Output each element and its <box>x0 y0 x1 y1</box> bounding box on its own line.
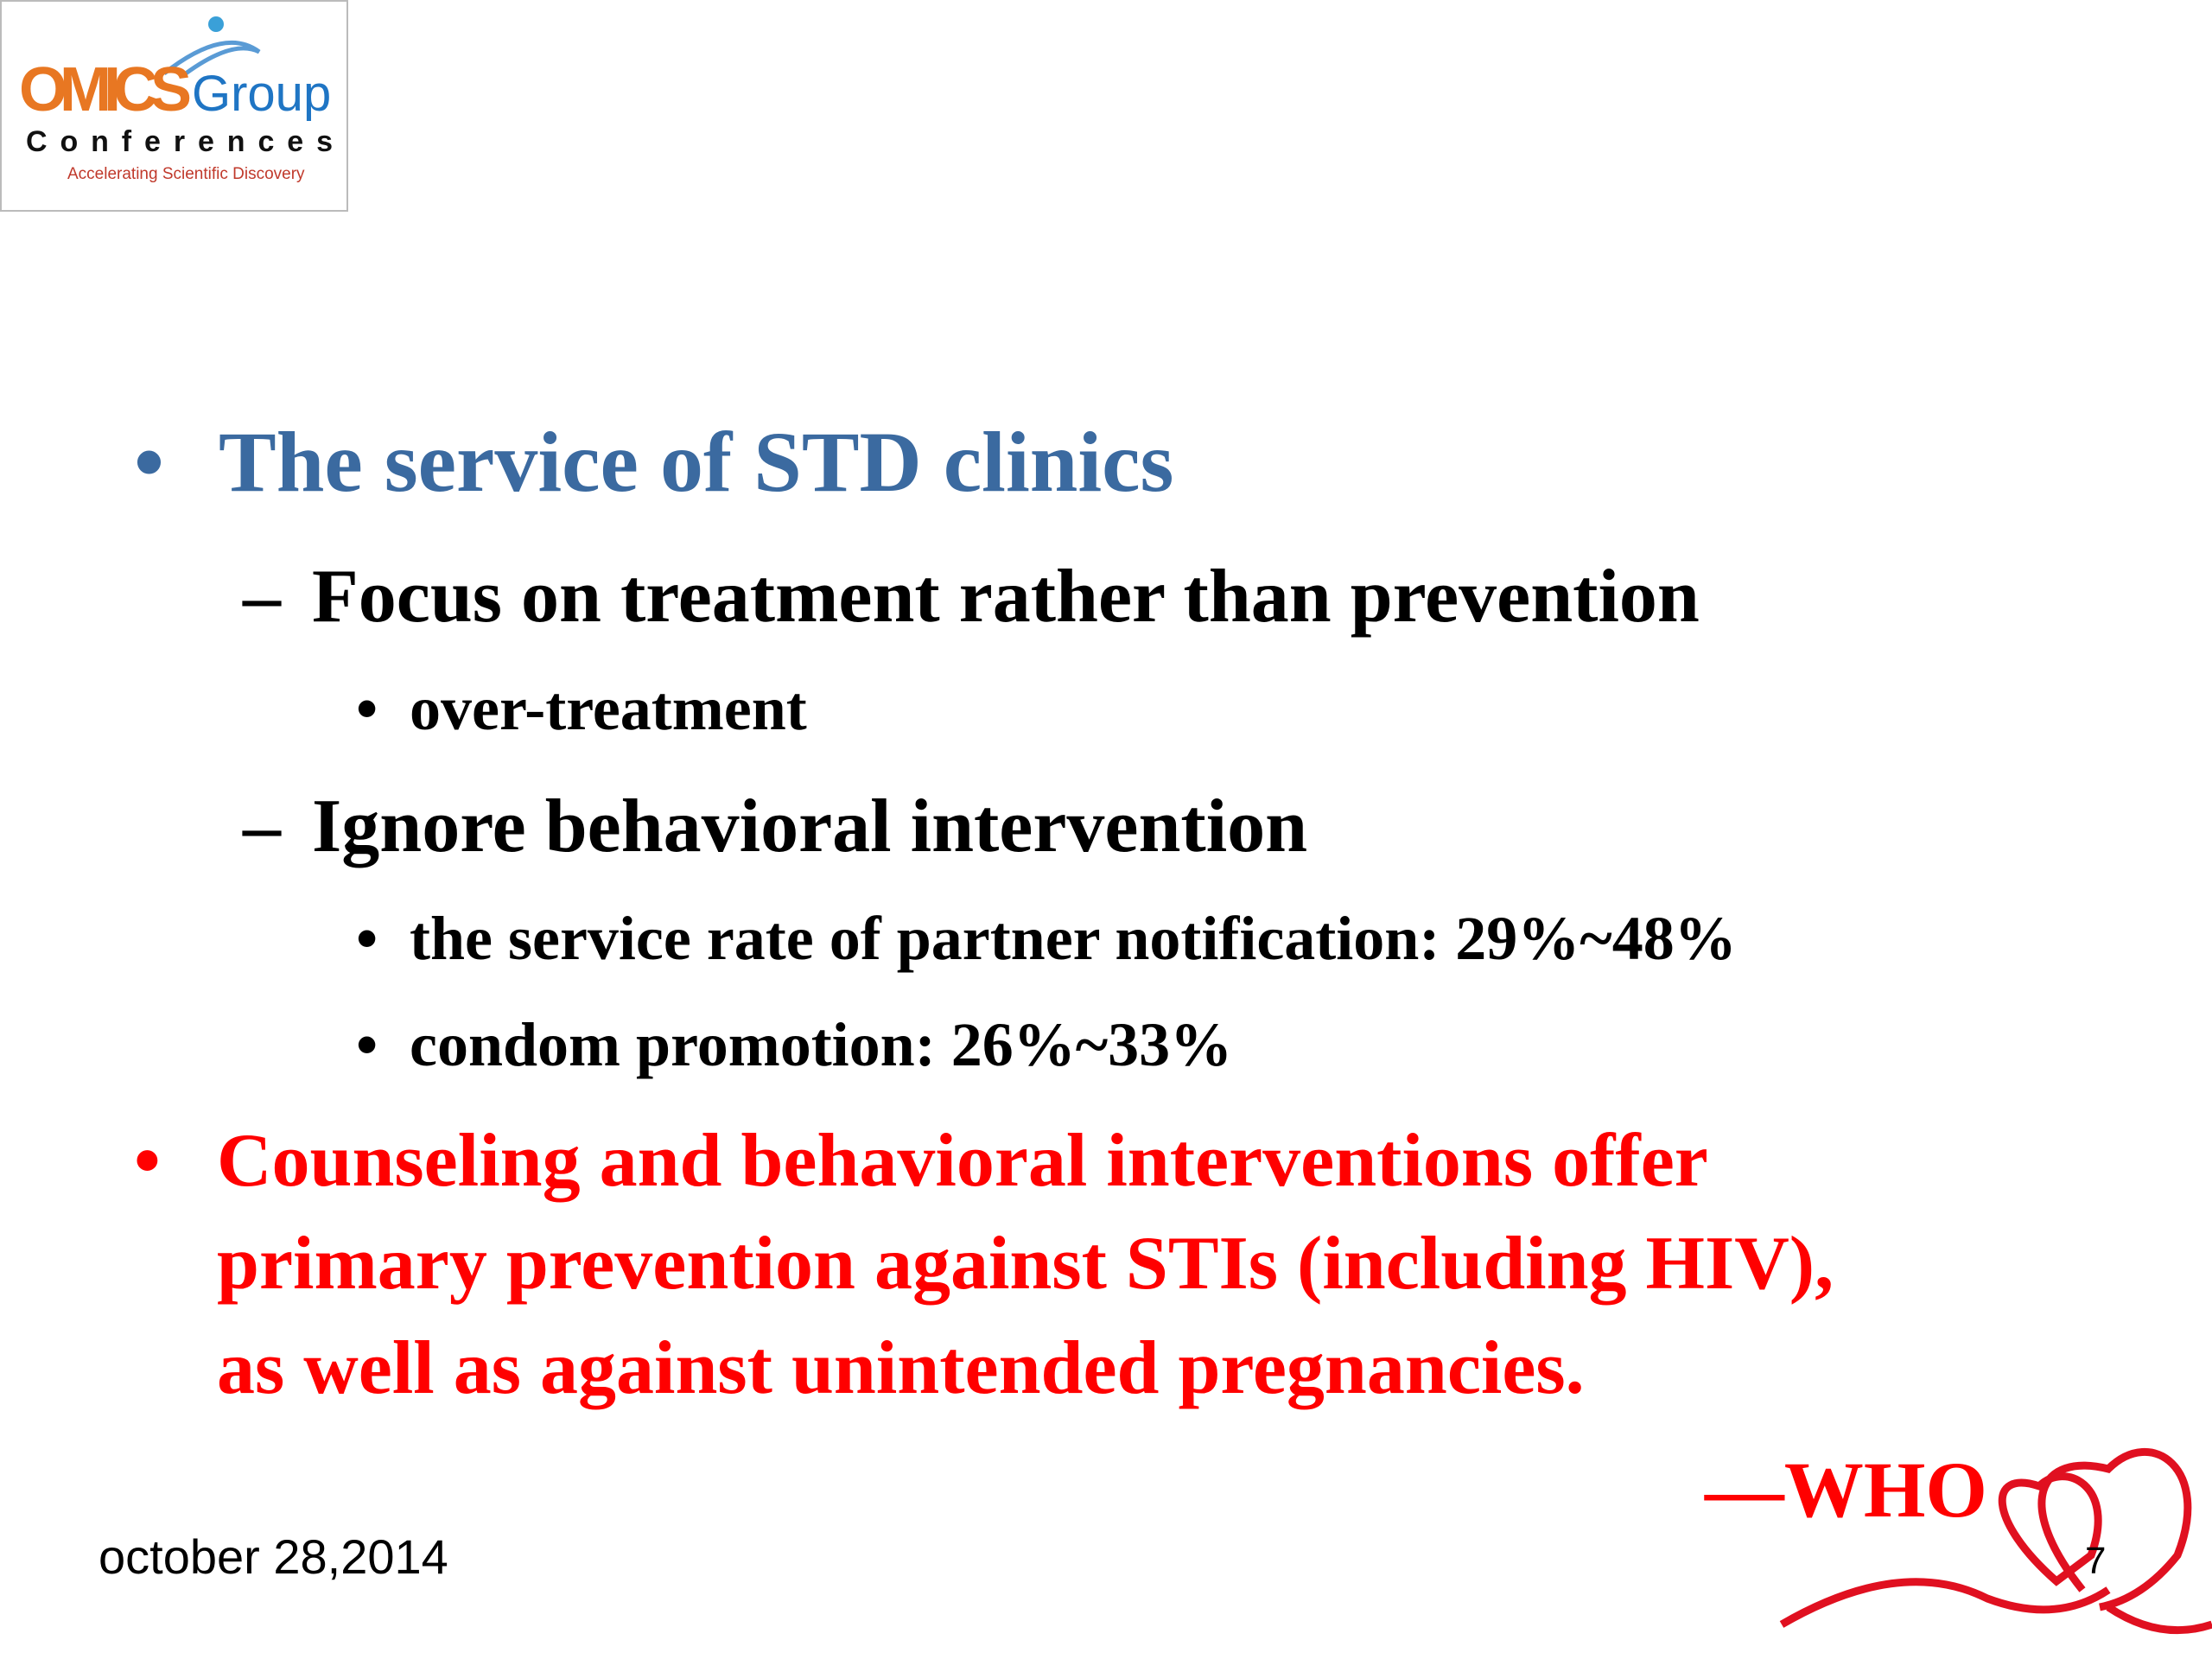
heart <box>2037 1448 2192 1611</box>
dash-mark: – <box>242 785 282 868</box>
quote-line: as well as against unintended pregnancie… <box>217 1326 1585 1410</box>
sub-sub-bullet-text: the service rate of partner notification… <box>410 904 1737 973</box>
dash-mark: – <box>242 555 282 639</box>
logo-frame <box>0 0 348 212</box>
heart <box>1998 1472 2102 1586</box>
sub-sub-bullet-text: over-treatment <box>410 674 807 743</box>
logo-tagline: Accelerating Scientific Discovery <box>67 165 305 183</box>
ribbon <box>1779 1578 2111 1628</box>
quote-line: Counseling and behavioral interventions … <box>217 1119 1708 1203</box>
bullet-text: The service of STD clinics <box>219 414 1173 510</box>
logo-figure <box>208 16 224 32</box>
bullet-mark: • <box>356 674 378 743</box>
bullet-mark: • <box>356 904 378 973</box>
page-number: 7 <box>2085 1540 2106 1582</box>
attribution: —WHO <box>1704 1446 1987 1534</box>
logo-brand-a: OMICS <box>19 55 192 124</box>
bullet-mark: • <box>134 414 164 510</box>
logo-brand-b: Group <box>192 66 331 122</box>
bullet-mark: • <box>356 1010 378 1079</box>
sub-bullet-text: Ignore behavioral intervention <box>312 785 1307 868</box>
footer-date: october 28,2014 <box>99 1529 448 1584</box>
quote-line: primary prevention against STIs (includi… <box>217 1222 1834 1306</box>
logo: OMICS Group Conferences Accelerating Sci… <box>0 0 348 212</box>
hearts-decoration <box>1779 1448 2212 1635</box>
ribbon <box>2106 1604 2212 1635</box>
sub-bullet-text: Focus on treatment rather than preventio… <box>312 555 1700 639</box>
logo-swoosh <box>162 40 261 76</box>
logo-line2: Conferences <box>26 125 333 158</box>
bullet-mark: • <box>134 1119 161 1203</box>
sub-sub-bullet-text: condom promotion: 26%~33% <box>410 1010 1232 1079</box>
